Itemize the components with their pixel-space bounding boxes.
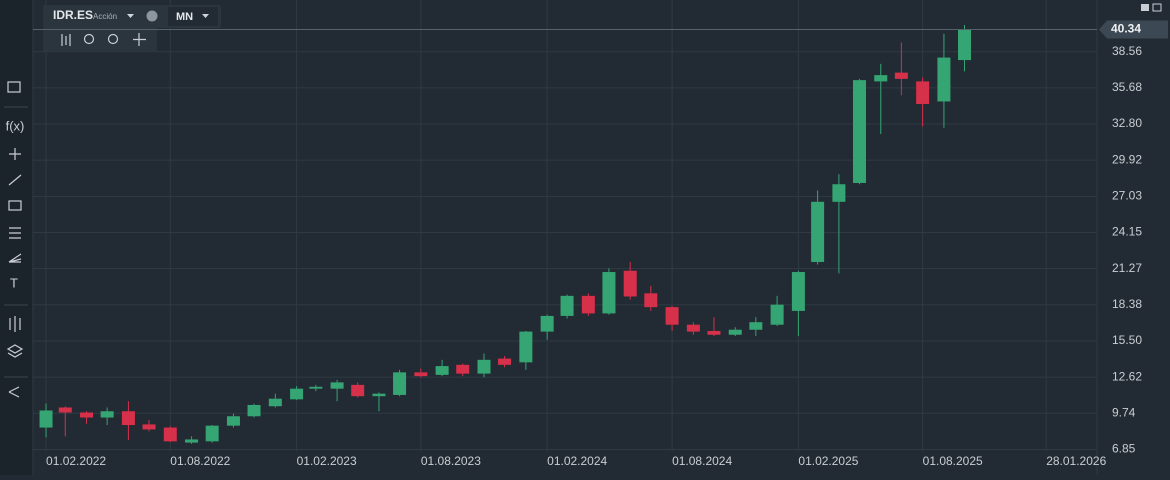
- x-tick-label: 28.01.2026: [1046, 454, 1106, 468]
- x-tick-label: 01.08.2022: [170, 454, 230, 468]
- dropdown-arrow[interactable]: [127, 14, 134, 18]
- candle-body: [728, 329, 742, 335]
- x-tick-label: 01.02.2023: [297, 454, 357, 468]
- candle-body: [290, 388, 304, 400]
- candle-type-icon[interactable]: [61, 34, 71, 46]
- text-tool[interactable]: T: [10, 275, 18, 290]
- candle-body: [852, 80, 866, 183]
- chart-toolbar: [43, 28, 157, 51]
- layout-icon[interactable]: [7, 81, 21, 93]
- candle-body: [268, 398, 282, 407]
- candle-body: [435, 366, 449, 375]
- minimize-icon[interactable]: [1141, 4, 1149, 11]
- candle-body: [665, 307, 679, 325]
- candle-body: [519, 331, 533, 363]
- candle-body: [958, 29, 972, 61]
- candle-body: [707, 330, 721, 335]
- candle-body: [560, 295, 574, 316]
- candle-body: [226, 416, 240, 426]
- candle-body: [832, 184, 846, 202]
- candle-body: [540, 315, 554, 332]
- interval[interactable]: MN: [176, 11, 193, 23]
- candle-body: [456, 364, 470, 374]
- candle-body: [142, 424, 156, 430]
- candle-body: [372, 393, 386, 397]
- pan-icon[interactable]: [133, 33, 146, 46]
- candle-body: [581, 295, 595, 314]
- last-price-label: 40.34: [1111, 22, 1141, 36]
- candle-body: [811, 201, 825, 262]
- candle-body: [477, 359, 491, 374]
- zoom-in-icon[interactable]: [107, 33, 119, 45]
- candle-body: [330, 382, 344, 389]
- symbol-type: Acción: [93, 12, 117, 21]
- x-tick-label: 01.02.2024: [547, 454, 607, 468]
- x-tick-label: 01.02.2025: [798, 454, 858, 468]
- candle-body: [100, 411, 114, 418]
- last-price-tag: [1099, 20, 1168, 39]
- candle-body: [894, 72, 908, 79]
- candle-body: [205, 425, 219, 442]
- candle-body: [309, 386, 323, 389]
- y-tick-label: 38.56: [1112, 44, 1142, 58]
- candle-body: [39, 410, 53, 428]
- candle-body: [247, 404, 261, 417]
- x-tick-label: 01.08.2024: [672, 454, 732, 468]
- candle-body: [80, 412, 94, 418]
- y-tick-label: 6.85: [1112, 442, 1136, 456]
- y-tick-label: 12.62: [1112, 369, 1142, 383]
- candle-body: [393, 372, 407, 395]
- candle-body: [791, 272, 805, 311]
- candle-body: [937, 57, 951, 102]
- y-tick-label: 21.27: [1112, 261, 1142, 275]
- x-tick-label: 01.08.2023: [421, 454, 481, 468]
- y-tick-label: 27.03: [1112, 189, 1142, 203]
- y-tick-label: 35.68: [1112, 80, 1142, 94]
- layers-icon[interactable]: [6, 344, 24, 358]
- candle-body: [163, 427, 177, 442]
- symbol[interactable]: IDR.ES: [53, 8, 93, 22]
- candle-body: [602, 272, 616, 314]
- dropdown-arrow[interactable]: [202, 14, 209, 18]
- candle-body: [644, 293, 658, 308]
- y-tick-label: 32.80: [1112, 116, 1142, 130]
- candle-body: [498, 358, 512, 365]
- y-tick-label: 18.38: [1112, 297, 1142, 311]
- candle-body: [58, 407, 72, 413]
- interval-box[interactable]: [168, 7, 218, 26]
- y-tick-label: 29.92: [1112, 152, 1142, 166]
- candle-body: [121, 411, 135, 426]
- shape-tool[interactable]: [8, 200, 22, 211]
- y-tick-label: 15.50: [1112, 333, 1142, 347]
- plot-area: [33, 0, 1097, 451]
- function-tool[interactable]: f(x): [6, 118, 25, 133]
- candle-body: [351, 384, 365, 397]
- crosshair-tool[interactable]: [9, 148, 21, 160]
- candle-body: [623, 270, 637, 297]
- indicator-icon[interactable]: [9, 316, 21, 332]
- y-tick-label: 24.15: [1112, 225, 1142, 239]
- candle-body: [414, 372, 428, 377]
- candle-body: [770, 304, 784, 325]
- share-icon[interactable]: [8, 386, 20, 398]
- candle-body: [916, 81, 930, 104]
- fib-tool[interactable]: [9, 227, 21, 239]
- line-tool[interactable]: [8, 174, 22, 186]
- maximize-icon[interactable]: [1152, 3, 1162, 12]
- candle-body: [749, 322, 763, 330]
- y-tick-label: 9.74: [1112, 405, 1136, 419]
- x-tick-label: 01.08.2025: [923, 454, 983, 468]
- toolbar-icons[interactable]: f(x) T: [4, 81, 28, 398]
- candle-body: [185, 439, 199, 443]
- candle-body: [874, 75, 888, 82]
- candle-body: [686, 324, 700, 332]
- fan-tool[interactable]: [8, 253, 22, 263]
- x-tick-label: 01.02.2022: [46, 454, 106, 468]
- info-icon[interactable]: [146, 10, 158, 22]
- zoom-out-icon[interactable]: [83, 33, 95, 45]
